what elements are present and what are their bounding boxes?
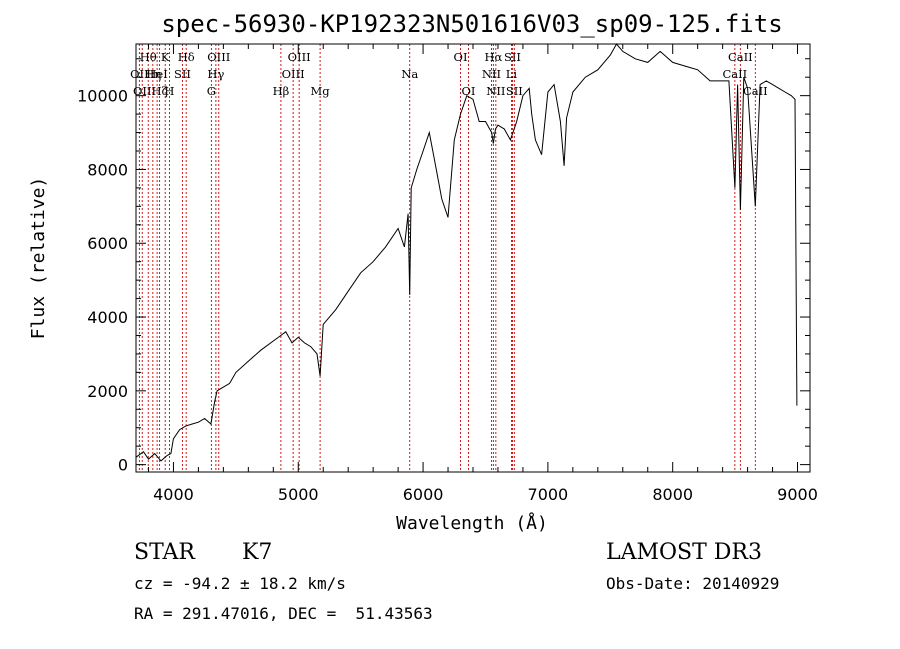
line-label: NII (482, 67, 501, 81)
object-subclass: K7 (242, 540, 272, 565)
line-label: H (164, 84, 174, 98)
line-label: OII (133, 84, 152, 98)
line-label: CaII (722, 67, 747, 81)
x-tick-label: 9000 (777, 485, 818, 504)
y-tick-label: 4000 (87, 308, 128, 327)
x-tick-label: 5000 (278, 485, 319, 504)
line-label: OIII (207, 50, 230, 64)
line-label: SII (504, 50, 521, 64)
line-label: Hδ (178, 50, 195, 64)
line-label: Hβ (273, 84, 290, 98)
line-label: Hγ (207, 67, 224, 81)
chart-title: spec-56930-KP192323N501616V03_sp09-125.f… (161, 10, 782, 38)
line-label: NII (486, 84, 505, 98)
line-label: OI (454, 50, 468, 64)
line-label: Li (506, 67, 518, 81)
line-label: SII (506, 84, 523, 98)
survey-name: LAMOST DR3 (606, 540, 762, 565)
x-tick-label: 4000 (153, 485, 194, 504)
y-tick-label: 10000 (77, 87, 128, 106)
plot-frame (135, 43, 811, 473)
redshift-velocity: cz = -94.2 ± 18.2 km/s (134, 574, 346, 593)
x-tick-label: 8000 (652, 485, 693, 504)
line-label: K (161, 50, 170, 64)
x-tick-labels: 4000 5000 6000 7000 8000 9000 (153, 485, 818, 504)
spectral-line-labels: OIIOIIHθHηHeIHζKHSIIHδGHγOIIIHβOIIIOIIIM… (130, 50, 768, 98)
line-label: OII (130, 67, 149, 81)
x-axis-label: Wavelength (Å) (396, 512, 548, 534)
line-label: CaII (743, 84, 768, 98)
coordinates: RA = 291.47016, DEC = 51.43563 (134, 604, 433, 623)
line-label: HeI (146, 67, 167, 81)
object-class: STAR (134, 540, 196, 565)
line-label: OI (462, 84, 476, 98)
line-label: Hθ (140, 50, 157, 64)
spectrum-line (135, 43, 798, 462)
y-tick-labels: 0 2000 4000 6000 8000 10000 (77, 87, 128, 475)
x-tick-label: 7000 (528, 485, 569, 504)
line-label: G (207, 84, 216, 98)
y-tick-label: 0 (118, 456, 128, 475)
y-tick-label: 6000 (87, 234, 128, 253)
line-label: Na (401, 67, 418, 81)
line-label: OIII (288, 50, 311, 64)
line-label: Hη (144, 67, 161, 81)
line-label: Mg (311, 84, 331, 98)
x-tick-label: 6000 (403, 485, 444, 504)
axis-ticks (136, 44, 810, 472)
y-tick-label: 2000 (87, 382, 128, 401)
y-axis-label: Flux (relative) (28, 177, 49, 340)
observation-date: Obs-Date: 20140929 (606, 574, 779, 593)
y-tick-label: 8000 (87, 160, 128, 179)
spectral-line-markers (138, 44, 756, 472)
line-label: CaII (728, 50, 753, 64)
line-label: Hα (484, 50, 502, 64)
line-label: SII (174, 67, 191, 81)
line-label: Hζ (151, 84, 167, 98)
line-label: OIII (282, 67, 305, 81)
